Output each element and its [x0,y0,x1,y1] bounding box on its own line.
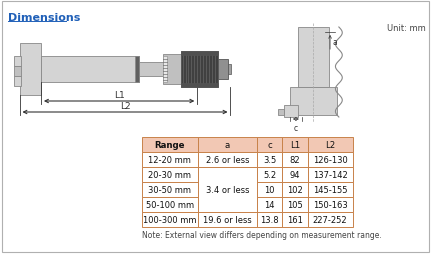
Text: L1: L1 [114,91,124,100]
Bar [142,167,198,182]
Text: 82: 82 [290,155,300,164]
Text: 3.4 or less: 3.4 or less [206,185,249,194]
Text: 3.4 or less: 3.4 or less [206,185,249,194]
Bar [198,212,257,227]
Bar [308,167,352,182]
Bar [282,212,308,227]
Text: L2: L2 [120,102,130,110]
Text: Note: External view differs depending on measurement range.: Note: External view differs depending on… [142,230,381,239]
Bar [282,137,308,152]
Bar [290,88,337,116]
Bar [284,106,298,118]
Text: 20-30 mm: 20-30 mm [149,170,191,179]
Bar [142,137,198,152]
Bar [163,55,181,85]
Bar [198,197,257,212]
Bar [257,152,282,167]
Bar [308,182,352,197]
Text: 2.6 or less: 2.6 or less [206,155,249,164]
Bar [228,65,232,75]
Bar [218,60,228,80]
Text: a: a [225,140,230,149]
Text: 145-155: 145-155 [313,185,348,194]
Bar [14,67,21,77]
Bar [298,28,329,88]
Bar [142,182,198,197]
Bar [198,152,257,167]
Text: 100-300 mm: 100-300 mm [143,215,197,224]
Text: Dimensions: Dimensions [8,13,80,23]
Bar [257,167,282,182]
Bar [308,197,352,212]
Text: 30-50 mm: 30-50 mm [149,185,191,194]
Bar [257,182,282,197]
Bar [138,63,163,77]
Bar [282,182,308,197]
Text: 137-142: 137-142 [313,170,348,179]
Text: 150-163: 150-163 [313,200,348,209]
Bar [181,84,218,88]
Bar [41,57,138,83]
Bar [308,212,352,227]
Bar [163,57,167,83]
Bar [257,212,282,227]
Bar [142,152,198,167]
Text: a: a [333,37,338,46]
Text: 13.8: 13.8 [260,215,279,224]
Bar [142,197,198,212]
Text: L1: L1 [290,140,300,149]
Text: 94: 94 [290,170,300,179]
Bar [181,52,218,88]
Text: 14: 14 [264,200,275,209]
Text: 50-100 mm: 50-100 mm [146,200,194,209]
Bar [278,109,284,116]
Text: c: c [294,123,298,133]
Text: Unit: mm: Unit: mm [387,24,426,33]
Bar [282,197,308,212]
Text: 227-252: 227-252 [313,215,348,224]
Bar [257,197,282,212]
Text: 161: 161 [287,215,303,224]
Text: 5.2: 5.2 [263,170,276,179]
Bar [135,57,138,83]
Bar [198,137,257,152]
Text: 10: 10 [264,185,275,194]
Text: 126-130: 126-130 [313,155,348,164]
Bar [181,52,218,56]
Text: 105: 105 [287,200,303,209]
Bar [14,77,21,87]
Bar [257,137,282,152]
Bar [282,167,308,182]
Text: 102: 102 [287,185,303,194]
Bar [14,57,21,67]
Bar [142,212,198,227]
Text: 19.6 or less: 19.6 or less [203,215,252,224]
Text: 12-20 mm: 12-20 mm [149,155,191,164]
Bar [198,182,257,197]
Bar [198,167,257,182]
Bar [282,152,308,167]
Bar [19,44,41,96]
Text: 3.5: 3.5 [263,155,276,164]
Bar [308,152,352,167]
Text: c: c [267,140,272,149]
Text: Range: Range [155,140,185,149]
Bar [198,167,257,212]
Text: L2: L2 [325,140,335,149]
Bar [308,137,352,152]
